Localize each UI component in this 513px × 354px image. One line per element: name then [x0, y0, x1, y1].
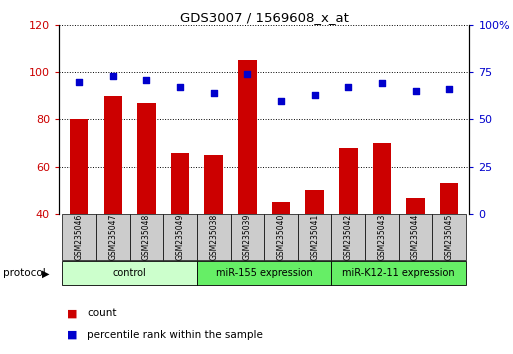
Point: [75, 79, 83, 84]
Text: GSM235040: GSM235040: [277, 214, 286, 261]
Bar: [163, 214, 197, 260]
Point: [142, 77, 150, 82]
Text: GSM235042: GSM235042: [344, 214, 353, 260]
Text: ■: ■: [67, 330, 77, 339]
Text: GSM235047: GSM235047: [108, 214, 117, 261]
Bar: [230, 214, 264, 260]
Bar: [365, 214, 399, 260]
Text: GSM235046: GSM235046: [75, 214, 84, 261]
Text: miR-K12-11 expression: miR-K12-11 expression: [343, 268, 455, 278]
Point: [176, 85, 184, 90]
Point: [210, 90, 218, 96]
Title: GDS3007 / 1569608_x_at: GDS3007 / 1569608_x_at: [180, 11, 349, 24]
Point: [344, 85, 352, 90]
Point: [277, 98, 285, 103]
Text: GSM235039: GSM235039: [243, 214, 252, 261]
Text: GSM235041: GSM235041: [310, 214, 319, 260]
Text: GSM235049: GSM235049: [175, 214, 185, 261]
Text: ■: ■: [67, 308, 77, 318]
Text: protocol: protocol: [3, 268, 45, 278]
Text: ▶: ▶: [42, 268, 50, 278]
Point: [411, 88, 420, 94]
Text: percentile rank within the sample: percentile rank within the sample: [87, 330, 263, 339]
Point: [243, 71, 251, 77]
Text: GSM235038: GSM235038: [209, 214, 218, 260]
Bar: [96, 214, 130, 260]
Bar: [63, 214, 96, 260]
Bar: [197, 214, 230, 260]
Text: count: count: [87, 308, 117, 318]
Point: [378, 81, 386, 86]
Point: [445, 86, 453, 92]
Text: GSM235045: GSM235045: [445, 214, 453, 261]
Point: [109, 73, 117, 79]
Bar: [171, 153, 189, 309]
Text: GSM235043: GSM235043: [378, 214, 386, 261]
Bar: [440, 183, 459, 309]
Bar: [63, 261, 197, 285]
Bar: [197, 261, 331, 285]
Bar: [406, 198, 425, 309]
Bar: [331, 214, 365, 260]
Bar: [264, 214, 298, 260]
Bar: [372, 143, 391, 309]
Bar: [331, 261, 466, 285]
Point: [310, 92, 319, 98]
Bar: [205, 155, 223, 309]
Text: GSM235044: GSM235044: [411, 214, 420, 261]
Bar: [70, 119, 88, 309]
Bar: [339, 148, 358, 309]
Bar: [238, 60, 256, 309]
Bar: [298, 214, 331, 260]
Bar: [137, 103, 156, 309]
Bar: [130, 214, 163, 260]
Bar: [305, 190, 324, 309]
Text: control: control: [113, 268, 147, 278]
Text: miR-155 expression: miR-155 expression: [216, 268, 312, 278]
Bar: [399, 214, 432, 260]
Bar: [272, 202, 290, 309]
Bar: [104, 96, 122, 309]
Text: GSM235048: GSM235048: [142, 214, 151, 260]
Bar: [432, 214, 466, 260]
